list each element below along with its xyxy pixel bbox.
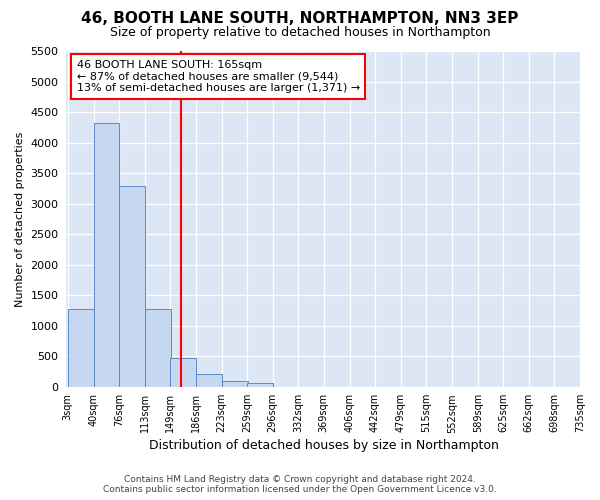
Text: Size of property relative to detached houses in Northampton: Size of property relative to detached ho… [110,26,490,39]
Bar [196,374,221,387]
Bar [68,310,94,387]
Bar [221,382,248,387]
X-axis label: Distribution of detached houses by size in Northampton: Distribution of detached houses by size … [149,440,499,452]
Bar [170,358,196,387]
Y-axis label: Number of detached properties: Number of detached properties [15,132,25,307]
Bar [94,123,119,387]
Text: 46 BOOTH LANE SOUTH: 165sqm
← 87% of detached houses are smaller (9,544)
13% of : 46 BOOTH LANE SOUTH: 165sqm ← 87% of det… [77,60,360,93]
Bar [145,309,170,387]
Bar [247,384,273,387]
Text: Contains HM Land Registry data © Crown copyright and database right 2024.
Contai: Contains HM Land Registry data © Crown c… [103,474,497,494]
Bar [119,186,145,387]
Text: 46, BOOTH LANE SOUTH, NORTHAMPTON, NN3 3EP: 46, BOOTH LANE SOUTH, NORTHAMPTON, NN3 3… [82,11,518,26]
